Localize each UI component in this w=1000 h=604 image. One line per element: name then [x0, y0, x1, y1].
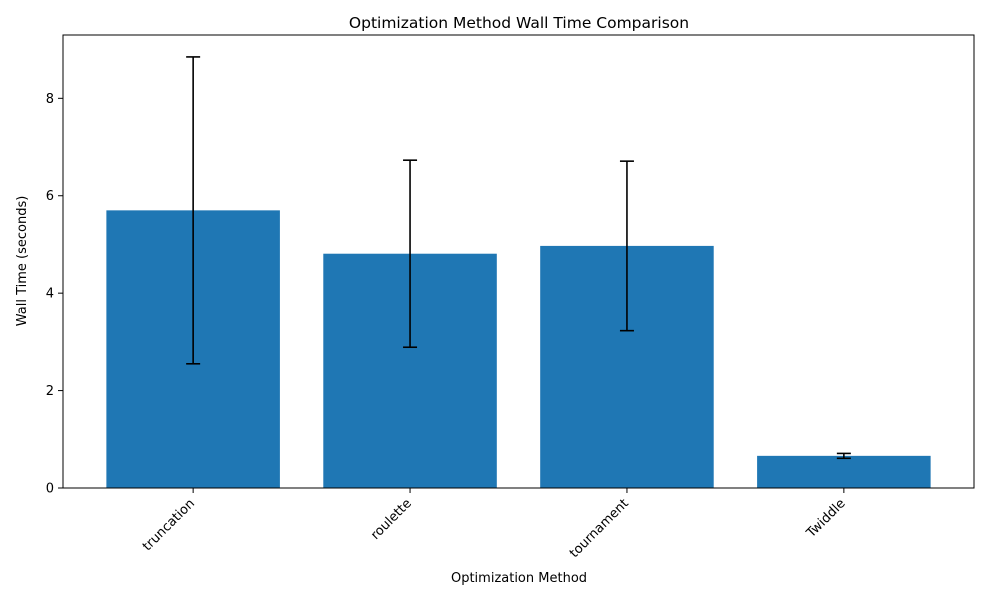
bar-twiddle: [757, 455, 931, 488]
plot-area-frame: [62, 34, 975, 489]
error-bars-layer: [186, 56, 851, 460]
y-tick-label: 4: [46, 287, 54, 302]
chart-title: Optimization Method Wall Time Comparison: [349, 14, 689, 32]
y-tick-label: 6: [46, 189, 54, 204]
y-tick-label: 0: [46, 482, 54, 497]
x-axis-label: Optimization Method: [451, 571, 587, 586]
y-tick-label: 8: [46, 92, 54, 107]
y-axis-label: Wall Time (seconds): [15, 196, 30, 327]
y-tick-label: 2: [46, 384, 54, 399]
y-axis: 0 2 4 6 8: [46, 92, 63, 497]
